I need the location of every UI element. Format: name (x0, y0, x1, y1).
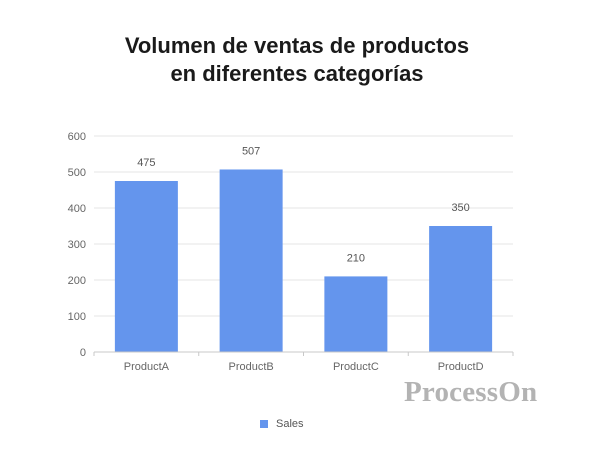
bar-ProductD (429, 226, 493, 352)
chart-title-line-2: en diferentes categorías (170, 61, 424, 86)
y-tick-label-600: 600 (68, 131, 86, 143)
x-tick-label-ProductD: ProductD (438, 361, 484, 373)
y-tick-label-300: 300 (68, 239, 86, 251)
chart-bars (114, 169, 493, 352)
y-axis-ticks: 0 100 200 300 400 500 600 (68, 131, 86, 359)
x-tick-label-ProductA: ProductA (124, 361, 170, 373)
y-tick-label-100: 100 (68, 311, 86, 323)
y-tick-label-0: 0 (80, 347, 86, 359)
legend-label-sales: Sales (276, 418, 304, 430)
data-labels: 475 507 210 350 (137, 145, 470, 264)
legend-swatch-sales (260, 420, 268, 428)
x-tick-label-ProductC: ProductC (333, 361, 379, 373)
bar-ProductB (219, 169, 283, 352)
chart-title: Volumen de ventas de productos en difere… (0, 32, 594, 88)
chart-title-line-1: Volumen de ventas de productos (124, 33, 470, 58)
watermark-logo: ProcessOn (404, 376, 538, 408)
x-axis-ticks: ProductA ProductB ProductC ProductD (93, 352, 514, 373)
data-label-ProductD: 350 (451, 202, 469, 214)
data-label-ProductC: 210 (347, 252, 365, 264)
y-tick-label-200: 200 (68, 275, 86, 287)
data-label-ProductA: 475 (137, 157, 155, 169)
bar-ProductC (324, 276, 388, 352)
bar-ProductA (114, 181, 178, 352)
data-label-ProductB: 507 (242, 145, 260, 157)
x-tick-label-ProductB: ProductB (229, 361, 274, 373)
y-tick-label-400: 400 (68, 203, 86, 215)
chart-legend[interactable]: Sales (260, 418, 304, 430)
y-tick-label-500: 500 (68, 167, 86, 179)
